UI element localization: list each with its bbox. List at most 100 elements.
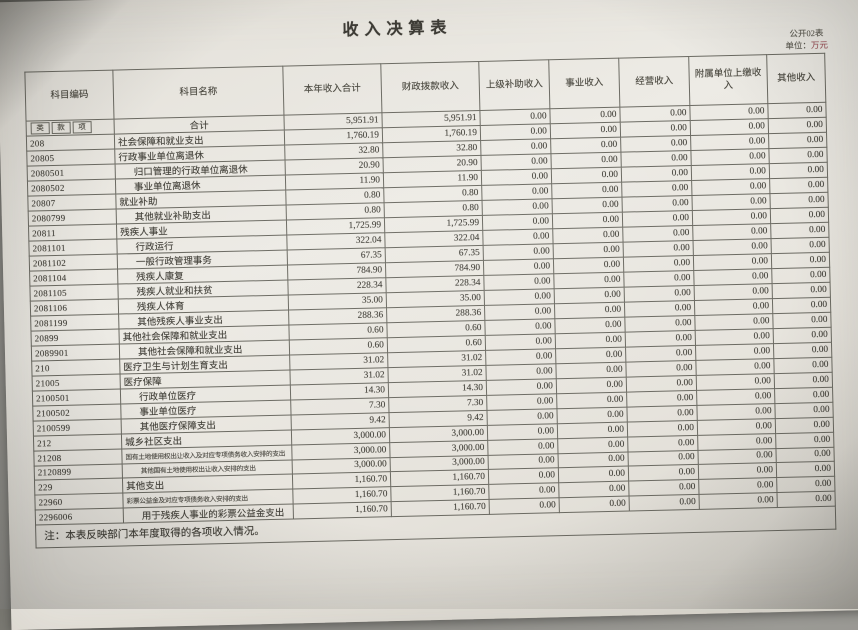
cell-amount: 0.00 bbox=[486, 408, 558, 426]
cell-amount: 0.00 bbox=[767, 102, 827, 119]
cell-amount: 0.00 bbox=[488, 453, 559, 470]
cell-amount: 0.00 bbox=[623, 255, 694, 273]
cell-amount: 0.00 bbox=[482, 198, 553, 216]
cell-amount: 0.00 bbox=[621, 180, 692, 198]
column-header-8: 其他收入 bbox=[766, 53, 826, 104]
sheet-meta: 公开02表 单位：万元 bbox=[785, 27, 828, 53]
cell-amount: 0.00 bbox=[556, 407, 628, 424]
cell-amount: 0.00 bbox=[768, 147, 828, 164]
cell-amount: 0.00 bbox=[628, 479, 700, 496]
unit-line: 单位：万元 bbox=[785, 39, 828, 52]
cell-amount: 0.00 bbox=[554, 302, 625, 319]
code-level-label: 款 bbox=[51, 121, 71, 135]
income-table: 科目编码 科目名称 本年收入合计 财政拨款收入 上级补助收入 事业收入 经营收入 附属单位上缴… bbox=[24, 53, 836, 526]
cell-amount: 0.00 bbox=[773, 342, 832, 359]
cell-amount: 0.00 bbox=[624, 315, 696, 333]
cell-amount: 0.00 bbox=[623, 240, 694, 258]
cell-amount: 0.00 bbox=[554, 287, 625, 304]
column-header-4: 上级补助收入 bbox=[478, 59, 550, 111]
cell-amount: 0.00 bbox=[623, 270, 695, 288]
document-content: 收入决算表 公开02表 单位：万元 科目编码 科目名称 本年收入合计 财政拨款收入 上级… bbox=[23, 5, 841, 549]
cell-amount: 0.00 bbox=[626, 375, 697, 393]
cell-subject-code: 2296006 bbox=[35, 507, 124, 525]
cell-amount: 0.00 bbox=[627, 450, 699, 467]
cell-amount: 0.00 bbox=[481, 168, 552, 186]
cell-amount: 0.00 bbox=[699, 492, 778, 510]
cell-amount: 0.00 bbox=[483, 273, 555, 291]
cell-amount: 0.00 bbox=[628, 464, 699, 482]
cell-amount: 0.00 bbox=[481, 183, 553, 201]
cell-amount: 0.00 bbox=[768, 132, 827, 149]
cell-amount: 1,160.70 bbox=[391, 499, 490, 517]
cell-amount: 0.00 bbox=[487, 423, 558, 441]
cell-amount: 0.00 bbox=[484, 288, 555, 306]
cell-amount: 0.00 bbox=[624, 300, 695, 318]
cell-amount: 0.00 bbox=[619, 105, 691, 123]
cell-amount: 1,160.70 bbox=[293, 501, 392, 519]
cell-amount: 0.00 bbox=[625, 345, 696, 363]
cell-amount: 0.00 bbox=[488, 467, 559, 485]
cell-amount: 0.00 bbox=[552, 212, 623, 229]
cell-amount: 0.00 bbox=[550, 152, 622, 169]
cell-amount: 0.00 bbox=[622, 210, 693, 228]
cell-amount: 0.00 bbox=[771, 237, 830, 254]
cell-amount: 0.00 bbox=[482, 228, 554, 246]
cell-amount: 0.00 bbox=[486, 393, 557, 411]
cell-amount: 0.00 bbox=[768, 117, 827, 134]
cell-amount: 0.00 bbox=[555, 332, 626, 349]
cell-amount: 0.00 bbox=[557, 437, 628, 454]
cell-amount: 0.00 bbox=[549, 107, 621, 124]
cell-amount: 0.00 bbox=[771, 252, 830, 269]
cell-amount: 0.00 bbox=[620, 120, 691, 138]
cell-amount: 0.00 bbox=[772, 297, 831, 314]
cell-amount: 0.00 bbox=[559, 495, 630, 513]
cell-amount: 0.00 bbox=[484, 318, 556, 336]
cell-amount: 0.00 bbox=[627, 435, 698, 452]
column-header-0: 科目编码 bbox=[24, 70, 115, 122]
column-header-7: 附属单位上缴收入 bbox=[688, 54, 768, 106]
cell-amount: 0.00 bbox=[772, 312, 832, 329]
cell-amount: 0.00 bbox=[771, 267, 831, 284]
column-header-3: 财政拨款收入 bbox=[380, 61, 480, 113]
cell-amount: 0.00 bbox=[772, 282, 831, 299]
code-level-label: 类 bbox=[30, 122, 50, 135]
cell-amount: 0.00 bbox=[480, 138, 551, 156]
cell-amount: 0.00 bbox=[774, 372, 833, 389]
cell-amount: 0.00 bbox=[629, 494, 700, 511]
cell-amount: 0.00 bbox=[773, 327, 832, 344]
cell-amount: 0.00 bbox=[769, 177, 828, 194]
cell-amount: 0.00 bbox=[485, 363, 557, 381]
cell-amount: 0.00 bbox=[773, 357, 833, 374]
unit-value: 万元 bbox=[810, 40, 829, 51]
cell-amount: 0.00 bbox=[626, 390, 697, 408]
unit-label: 单位： bbox=[785, 40, 812, 52]
cell-amount: 0.00 bbox=[485, 333, 556, 351]
cell-amount: 0.00 bbox=[627, 420, 698, 438]
cell-amount: 0.00 bbox=[620, 135, 691, 153]
cell-amount: 0.00 bbox=[558, 481, 630, 498]
cell-amount: 0.00 bbox=[776, 476, 835, 493]
cell-amount: 0.00 bbox=[625, 330, 696, 348]
cell-amount: 0.00 bbox=[775, 432, 834, 449]
cell-amount: 0.00 bbox=[555, 347, 626, 364]
cell-amount: 0.00 bbox=[485, 348, 556, 366]
cell-amount: 0.00 bbox=[558, 451, 629, 468]
cell-amount: 0.00 bbox=[776, 490, 836, 508]
cell-amount: 0.00 bbox=[488, 482, 560, 500]
column-header-6: 经营收入 bbox=[618, 56, 690, 108]
cell-amount: 0.00 bbox=[624, 285, 695, 303]
cell-amount: 0.00 bbox=[550, 137, 621, 154]
cell-amount: 0.00 bbox=[552, 227, 624, 244]
cell-amount: 0.00 bbox=[480, 153, 552, 171]
cell-amount: 0.00 bbox=[620, 150, 692, 168]
cell-amount: 0.00 bbox=[626, 405, 698, 423]
cell-amount: 0.00 bbox=[553, 272, 625, 289]
cell-amount: 0.00 bbox=[484, 303, 555, 321]
sheet-number-label: 公开02表 bbox=[789, 27, 824, 39]
cell-amount: 0.00 bbox=[556, 377, 627, 394]
cell-amount: 0.00 bbox=[551, 167, 622, 184]
cell-amount: 0.00 bbox=[770, 222, 829, 239]
cell-amount: 0.00 bbox=[769, 192, 829, 209]
cell-amount: 0.00 bbox=[479, 108, 551, 126]
